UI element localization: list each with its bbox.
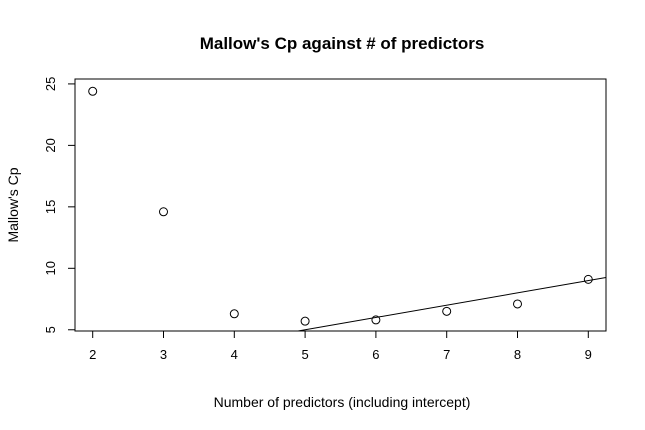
x-tick-label: 4 bbox=[231, 347, 238, 362]
data-point bbox=[229, 309, 239, 319]
data-point bbox=[371, 315, 381, 325]
y-axis: 5 10 15 20 25 bbox=[43, 77, 76, 333]
x-tick-label: 6 bbox=[372, 347, 379, 362]
y-tick-label: 15 bbox=[43, 200, 58, 214]
x-axis-label: Number of predictors (including intercep… bbox=[214, 394, 471, 410]
y-axis-label: Mallow's Cp bbox=[5, 167, 21, 242]
reference-line-group bbox=[297, 277, 607, 332]
y-tick-label: 25 bbox=[43, 77, 58, 91]
data-point bbox=[159, 207, 168, 217]
x-tick-label: 8 bbox=[514, 347, 521, 362]
reference-line bbox=[297, 277, 607, 332]
x-tick-label: 5 bbox=[301, 347, 308, 362]
data-points bbox=[88, 86, 593, 326]
chart-title: Mallow's Cp against # of predictors bbox=[200, 34, 485, 53]
data-point bbox=[88, 86, 98, 96]
x-tick-label: 3 bbox=[160, 347, 167, 362]
y-tick-label: 10 bbox=[43, 261, 58, 275]
plot-frame bbox=[74, 78, 607, 332]
data-point bbox=[583, 274, 593, 284]
data-point bbox=[300, 316, 310, 326]
y-tick-label: 20 bbox=[43, 138, 58, 152]
x-tick-label: 7 bbox=[443, 347, 450, 362]
x-tick-label: 9 bbox=[585, 347, 592, 362]
y-tick-label: 5 bbox=[43, 326, 58, 333]
x-axis: 2 3 4 5 6 7 8 9 bbox=[89, 330, 592, 362]
x-tick-label: 2 bbox=[89, 347, 96, 362]
data-point bbox=[513, 299, 522, 309]
data-point bbox=[442, 306, 452, 316]
